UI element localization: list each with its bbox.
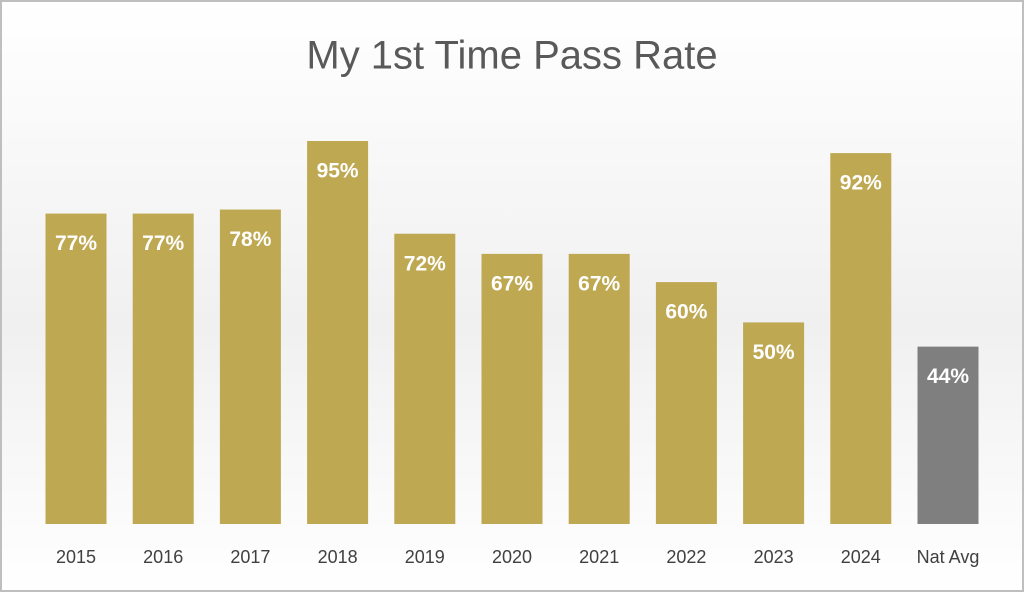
bar [481, 253, 543, 524]
x-tick-label: 2019 [405, 547, 445, 567]
bar [917, 346, 979, 524]
data-label: 95% [317, 160, 359, 183]
data-label: 77% [55, 232, 97, 255]
x-tick-label: 2021 [579, 547, 619, 567]
bar [219, 209, 281, 524]
data-label: 60% [665, 301, 707, 324]
data-label: 77% [142, 232, 184, 255]
data-label: 50% [753, 341, 795, 364]
bar [743, 322, 805, 524]
x-tick-label: 2018 [318, 547, 358, 567]
data-label: 78% [229, 228, 271, 251]
data-label: 72% [404, 252, 446, 275]
bar [655, 282, 717, 524]
data-label: 44% [927, 365, 969, 388]
x-tick-label: 2023 [754, 547, 794, 567]
data-label: 67% [578, 272, 620, 295]
x-tick-label: 2016 [143, 547, 183, 567]
x-tick-label: 2020 [492, 547, 532, 567]
bar [830, 153, 892, 525]
x-tick-label: 2024 [841, 547, 881, 567]
chart-title: My 1st Time Pass Rate [306, 34, 717, 78]
bar [568, 253, 630, 524]
x-tick-label: 2015 [56, 547, 96, 567]
x-tick-label: 2022 [666, 547, 706, 567]
bar [394, 233, 456, 524]
x-tick-label: 2017 [230, 547, 270, 567]
data-label: 92% [840, 172, 882, 195]
data-label: 67% [491, 272, 533, 295]
bar [132, 213, 194, 524]
bar [45, 213, 107, 524]
bar [307, 141, 369, 524]
x-tick-label: Nat Avg [917, 547, 980, 567]
